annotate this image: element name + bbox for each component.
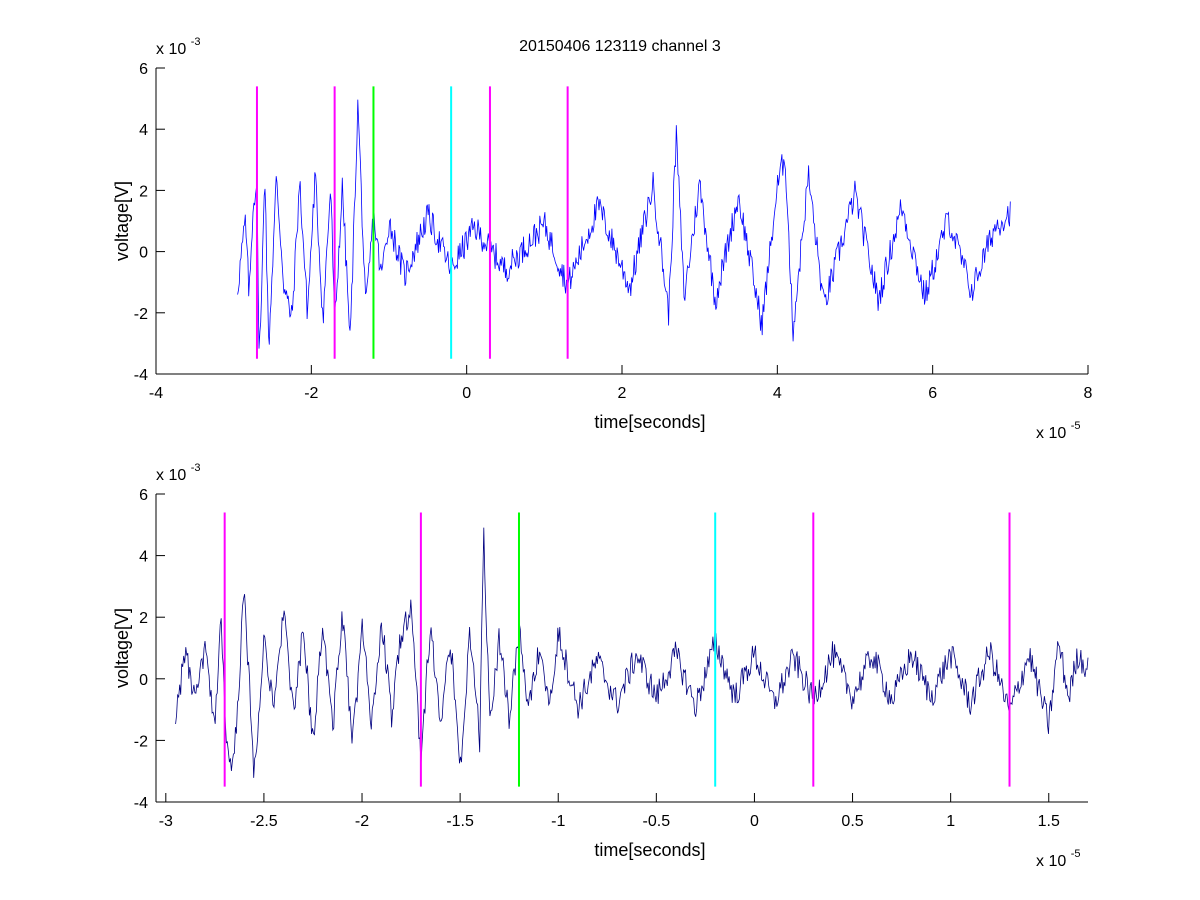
- top-y-tick-label: 2: [139, 183, 148, 200]
- bottom-y-tick-label: 0: [139, 672, 148, 689]
- top-x-tick-label: 8: [1084, 385, 1093, 402]
- bottom-x-tick-label: 1.5: [1038, 813, 1060, 830]
- bottom-y-tick-label: -4: [134, 795, 148, 812]
- bottom-x-tick-label: 0.5: [841, 813, 863, 830]
- top-y-exponent: x 10 -3: [156, 36, 200, 58]
- bottom-y-axis-label: voltage[V]: [112, 608, 132, 688]
- top-x-axis-label: time[seconds]: [594, 412, 705, 432]
- bottom-x-tick-label: -1.5: [446, 813, 474, 830]
- bottom-x-tick-label: -3: [159, 813, 173, 830]
- bottom-x-tick-label: -2: [355, 813, 369, 830]
- top-x-tick-label: -2: [304, 385, 318, 402]
- top-y-tick-label: 0: [139, 245, 148, 262]
- bottom-y-tick-label: -2: [134, 733, 148, 750]
- bottom-x-axis-label: time[seconds]: [594, 840, 705, 860]
- bottom-waveform-line: [175, 527, 1089, 778]
- bottom-y-exponent: x 10 -3: [156, 462, 200, 484]
- top-y-tick-label: 6: [139, 61, 148, 78]
- bottom-panel: -3 -2.5 -2 -1.5 -1 -0.5 0 0.5 1 1.5 -4 -2 0 2 4 6 time[s…: [112, 462, 1089, 870]
- top-x-tick-label: 6: [928, 385, 937, 402]
- top-x-tick-label: 4: [773, 385, 782, 402]
- top-x-tick-label: 0: [462, 385, 471, 402]
- top-y-tick-label: -2: [134, 306, 148, 323]
- top-x-tick-label: -4: [149, 385, 163, 402]
- bottom-x-tick-label: -0.5: [643, 813, 671, 830]
- figure-title: 20150406 123119 channel 3: [519, 38, 721, 55]
- bottom-x-tick-label: 1: [946, 813, 955, 830]
- top-x-tick-label: 2: [618, 385, 627, 402]
- bottom-x-tick-label: 0: [750, 813, 759, 830]
- top-waveform-line: [237, 99, 1011, 349]
- bottom-y-tick-label: 4: [139, 549, 148, 566]
- top-panel: -4 -2 0 2 4 6 8 -4 -2 0 2 4 6 time[seconds] voltage[V]…: [112, 36, 1093, 442]
- bottom-x-tick-label: -2.5: [250, 813, 278, 830]
- top-y-tick-label: -4: [134, 367, 148, 384]
- bottom-y-tick-label: 6: [139, 487, 148, 504]
- bottom-x-exponent: x 10 -5: [1036, 848, 1080, 870]
- bottom-y-tick-label: 2: [139, 610, 148, 627]
- top-y-tick-label: 4: [139, 122, 148, 139]
- top-x-exponent: x 10 -5: [1036, 420, 1080, 442]
- top-y-axis-label: voltage[V]: [112, 181, 132, 261]
- bottom-x-tick-label: -1: [551, 813, 565, 830]
